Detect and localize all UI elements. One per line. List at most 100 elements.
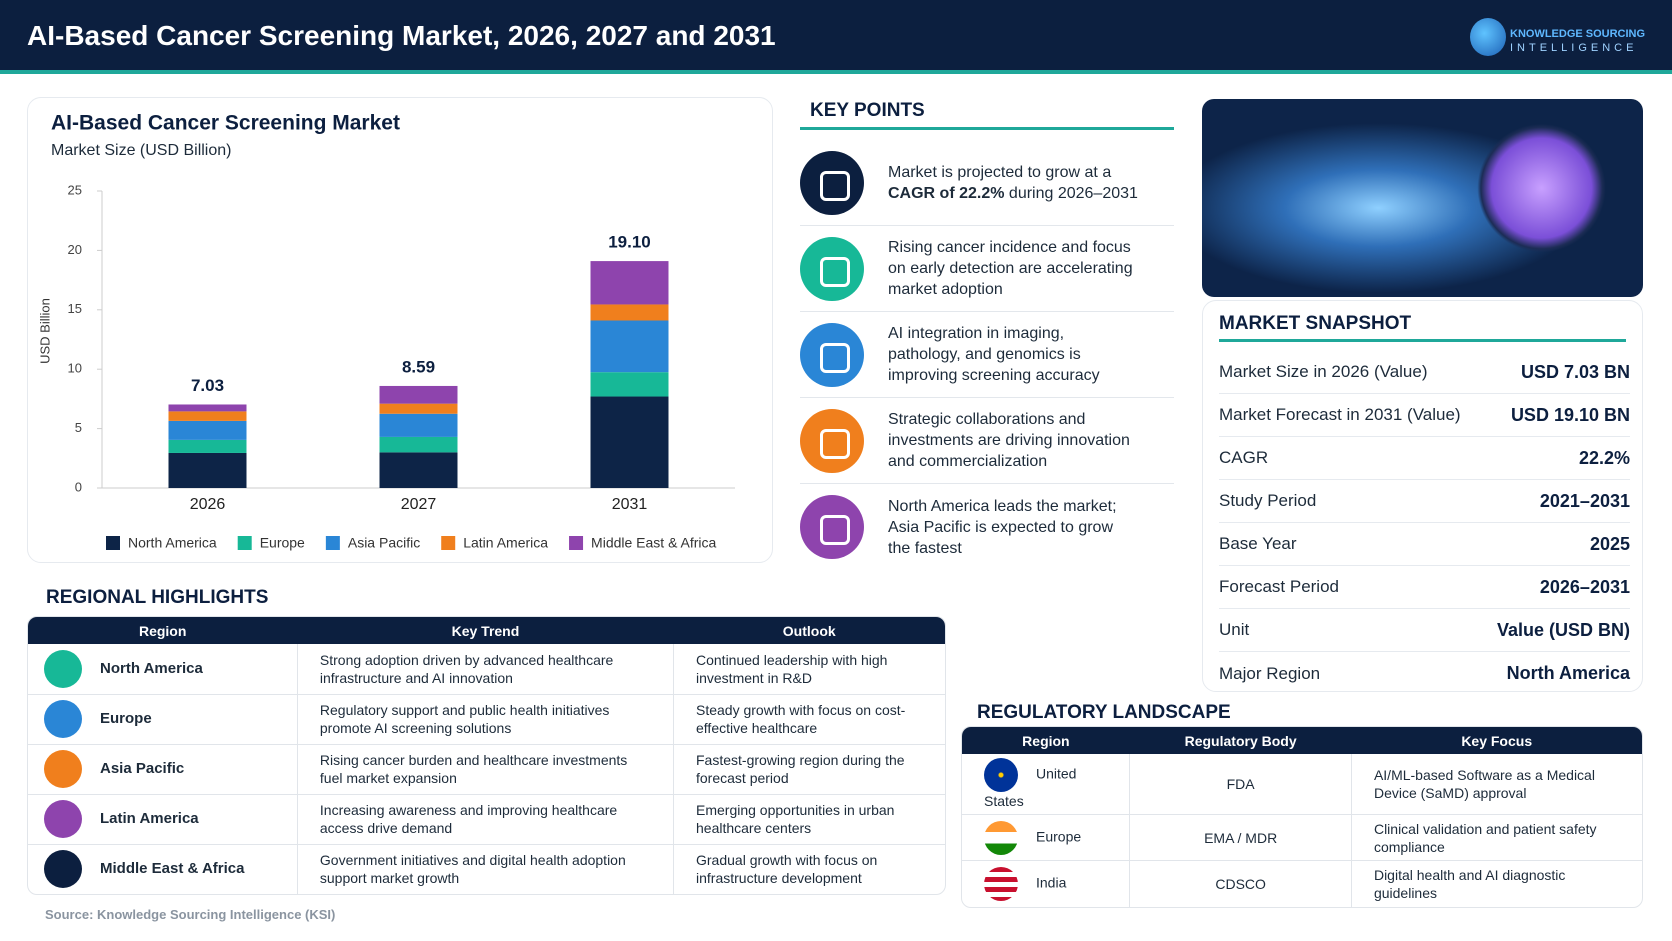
icon bbox=[44, 800, 82, 838]
header-row: Region Regulatory Body Key Focus bbox=[962, 727, 1642, 754]
table-cell: Continued leadership with high investmen… bbox=[673, 644, 945, 695]
table-cell: FDA bbox=[1129, 754, 1352, 815]
table-row: India CDSCO Digital health and AI diagnost… bbox=[962, 860, 1642, 907]
table-cell: Digital health and AI diagnostic guideli… bbox=[1351, 861, 1642, 907]
column-header: Outlook bbox=[673, 617, 945, 644]
key-point-icon bbox=[800, 322, 864, 387]
key-point: Market is projected to grow at a CAGR of… bbox=[800, 140, 1174, 226]
y-tick-label: 10 bbox=[68, 361, 82, 376]
table-cell: Clinical validation and patient safety c… bbox=[1351, 814, 1642, 861]
cell-text: Clinical validation and patient safety c… bbox=[1373, 820, 1597, 855]
snapshot-value: Value (USD BN) bbox=[1496, 619, 1630, 640]
cell-text: Asia Pacific bbox=[100, 759, 185, 777]
text-segment: Market is projected to grow at a bbox=[888, 163, 1112, 181]
table-cell: United States bbox=[962, 754, 1131, 815]
snapshot-value: 2026–2031 bbox=[1539, 576, 1630, 597]
snapshot-label: Base Year bbox=[1219, 534, 1297, 553]
snapshot-label: Forecast Period bbox=[1219, 577, 1339, 596]
cell-text: Rising cancer burden and healthcare inve… bbox=[319, 752, 628, 786]
table-row: North America Strong adoption driven by a… bbox=[28, 644, 945, 695]
cell-text: Latin America bbox=[100, 809, 199, 827]
snapshot-label: CAGR bbox=[1219, 448, 1269, 467]
key-point-icon bbox=[800, 236, 864, 301]
snapshot-value: 2021–2031 bbox=[1539, 490, 1630, 511]
source-note: Source: Knowledge Sourcing Intelligence … bbox=[45, 907, 336, 922]
key-point-text: Market is projected to grow at a CAGR of… bbox=[888, 162, 1138, 204]
icon bbox=[44, 850, 82, 889]
icon bbox=[984, 866, 1018, 901]
table-row: Europe EMA / MDR Clinical validation and p… bbox=[962, 814, 1642, 861]
legend-label: Latin America bbox=[463, 535, 548, 551]
chart-title: AI-Based Cancer Screening Market bbox=[51, 112, 400, 135]
cell-text: Government initiatives and digital healt… bbox=[319, 852, 626, 887]
snapshot-row: Market Size in 2026 (Value) USD 7.03 BN bbox=[1219, 351, 1630, 394]
table-cell: Emerging opportunities in urban healthca… bbox=[673, 794, 945, 845]
y-tick-label: 20 bbox=[68, 242, 82, 257]
chart-card: AI-Based Cancer Screening Market Market … bbox=[27, 97, 773, 563]
logo-text: INTELLIGENCE bbox=[1510, 42, 1638, 54]
snapshot-value: USD 7.03 BN bbox=[1520, 361, 1630, 382]
cell-text: Strong adoption driven by advanced healt… bbox=[319, 651, 614, 686]
cell-text: Regulatory support and public health ini… bbox=[319, 702, 610, 736]
section-title: KEY POINTS bbox=[810, 100, 925, 121]
text-segment: AI integration in imaging, pathology, an… bbox=[888, 325, 1100, 384]
cell-text: Europe bbox=[1036, 828, 1082, 845]
cell-text: Europe bbox=[100, 709, 152, 727]
table-row: United States FDA AI/ML-based Software as … bbox=[962, 754, 1642, 815]
text-segment: Rising cancer incidence and focus on ear… bbox=[888, 239, 1133, 298]
cell-text: Gradual growth with focus on infrastruct… bbox=[696, 852, 878, 887]
table-cell: India bbox=[962, 860, 1131, 907]
key-point-icon bbox=[800, 408, 864, 473]
table-cell: AI/ML-based Software as a Medical Device… bbox=[1351, 754, 1642, 815]
cell-text: EMA / MDR bbox=[1204, 829, 1278, 846]
regulatory-table: Region Regulatory Body Key Focus United Sta… bbox=[961, 726, 1643, 908]
snapshot-value: USD 19.10 BN bbox=[1510, 404, 1630, 425]
icon bbox=[984, 758, 1018, 792]
cell-text: Middle East & Africa bbox=[100, 860, 245, 878]
logo-text: KNOWLEDGE SOURCING bbox=[1510, 28, 1646, 40]
table-cell: Latin America bbox=[28, 794, 298, 845]
table-cell: EMA / MDR bbox=[1129, 814, 1352, 861]
column-header: Key Focus bbox=[1351, 727, 1642, 754]
y-axis-label: USD Billion bbox=[37, 298, 52, 364]
text-segment: during 2026–2031 bbox=[1004, 184, 1138, 202]
cell-text: North America bbox=[100, 659, 203, 677]
legend-label: Asia Pacific bbox=[348, 535, 420, 551]
key-point-icon bbox=[800, 495, 864, 559]
key-point-icon bbox=[800, 150, 864, 215]
column-header: Regulatory Body bbox=[1129, 727, 1352, 754]
column-header: Region bbox=[962, 727, 1130, 754]
bar-segment bbox=[590, 372, 669, 397]
logo: KNOWLEDGE SOURCING INTELLIGENCE bbox=[1470, 16, 1650, 60]
table-cell: Europe bbox=[28, 694, 298, 745]
column-header: Region bbox=[28, 617, 298, 644]
snapshot-card: MARKET SNAPSHOT Market Size in 2026 (Val… bbox=[1202, 300, 1643, 692]
key-point-text: Rising cancer incidence and focus on ear… bbox=[888, 237, 1138, 300]
bar-segment bbox=[590, 320, 669, 373]
snapshot-row: Forecast Period 2026–2031 bbox=[1219, 566, 1630, 609]
y-tick-label: 5 bbox=[75, 420, 82, 435]
table-cell: Government initiatives and digital healt… bbox=[297, 844, 675, 894]
table-cell: Regulatory support and public health ini… bbox=[297, 694, 675, 745]
table-cell: Europe bbox=[962, 814, 1131, 861]
cell-text: United States bbox=[984, 765, 1077, 809]
legend-swatch bbox=[325, 536, 340, 550]
cell-text: India bbox=[1036, 874, 1067, 891]
cell-text: Increasing awareness and improving healt… bbox=[319, 802, 618, 836]
photo bbox=[1202, 99, 1643, 297]
snapshot-label: Major Region bbox=[1219, 663, 1321, 683]
bar-segment bbox=[379, 413, 458, 437]
key-point: Strategic collaborations and investments… bbox=[800, 398, 1174, 484]
header-bar bbox=[0, 0, 1672, 74]
legend-label: Europe bbox=[260, 535, 305, 551]
table-cell: Steady growth with focus on cost-effecti… bbox=[673, 694, 945, 745]
snapshot-row: Base Year 2025 bbox=[1219, 523, 1630, 566]
table-cell: Rising cancer burden and healthcare inve… bbox=[297, 744, 675, 795]
table-row: Europe Regulatory support and public heal… bbox=[28, 694, 945, 745]
icon bbox=[984, 820, 1018, 855]
cell-text: FDA bbox=[1226, 776, 1255, 792]
table-row: Asia Pacific Rising cancer burden and hea… bbox=[28, 744, 945, 795]
snapshot-row: Major Region North America bbox=[1219, 652, 1630, 695]
snapshot-value: 22.2% bbox=[1578, 447, 1630, 468]
